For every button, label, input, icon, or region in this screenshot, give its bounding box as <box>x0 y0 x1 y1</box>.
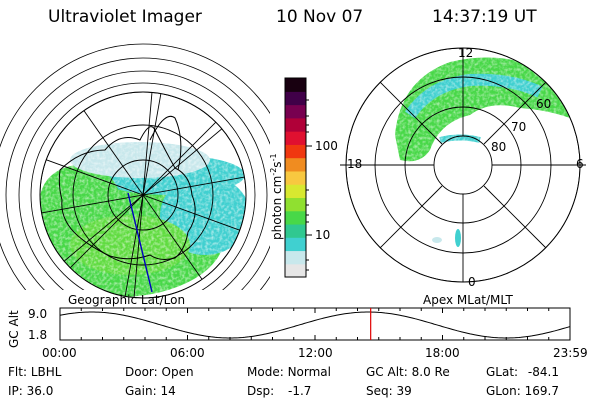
time-label: 14:37:19 UT <box>432 7 537 27</box>
altitude-tick-low: 1.8 <box>28 328 48 342</box>
altitude-axis-label: GC Alt <box>7 310 21 348</box>
time-tick-4: 23:59 <box>553 346 588 360</box>
glon-value: 169.7 <box>524 384 559 398</box>
colorbar <box>284 77 312 278</box>
ip-value: 36.0 <box>26 384 54 398</box>
time-tick-3: 18:00 <box>425 346 460 360</box>
ip-info: IP: 36.0 <box>8 384 54 398</box>
colorbar-band <box>285 131 306 145</box>
glon-info: GLon: 169.7 <box>486 384 559 398</box>
mlt-label-12: 12 <box>458 46 474 60</box>
colorbar-tick-10: 10 <box>315 228 331 242</box>
colorbar-band <box>285 263 306 278</box>
gcalt-value: 8.0 Re <box>411 365 450 379</box>
mlat-label-80: 80 <box>491 140 507 154</box>
colorbar-band <box>285 170 306 185</box>
colorbar-band <box>285 117 306 132</box>
colorbar-band <box>285 144 306 159</box>
mlt-label-0: 0 <box>468 275 476 289</box>
ground-track <box>127 192 153 293</box>
colorbar-band <box>285 210 306 225</box>
filter-info: Flt: LBHL <box>8 365 62 379</box>
mlat-label-70: 70 <box>511 120 527 134</box>
altitude-tick-high: 9.0 <box>28 307 48 321</box>
gain-info: Gain: 14 <box>125 384 176 398</box>
glat-value: -84.1 <box>527 365 559 379</box>
door-value: Open <box>161 365 194 379</box>
instrument-title: Ultraviolet Imager <box>48 7 202 27</box>
mlt-label-18: 18 <box>347 157 363 171</box>
colorbar-band <box>285 184 306 198</box>
colorbar-band <box>285 104 306 119</box>
colorbar-tick-100: 100 <box>315 139 338 153</box>
colorbar-band <box>285 223 306 238</box>
mlat-label-60: 60 <box>536 97 552 111</box>
colorbar-band <box>285 237 306 252</box>
colorbar-band <box>285 91 306 106</box>
colorbar-band <box>285 157 306 172</box>
dsp-value: -1.7 <box>287 384 312 398</box>
time-tick-2: 12:00 <box>298 346 333 360</box>
gain-value: 14 <box>160 384 176 398</box>
altitude-curve <box>59 311 571 339</box>
colorbar-band <box>285 250 306 265</box>
filter-value: LBHL <box>30 365 62 379</box>
right-panel-caption: Apex MLat/MLT <box>423 293 513 307</box>
colorbar-band <box>285 197 306 212</box>
date-label: 10 Nov 07 <box>276 7 364 27</box>
geographic-map <box>0 43 270 299</box>
mlt-label-6: 6 <box>576 157 584 171</box>
gcalt-info: GC Alt: 8.0 Re <box>366 365 450 379</box>
time-tick-1: 06:00 <box>170 346 205 360</box>
mode-value: Normal <box>287 365 331 379</box>
door-info: Door: Open <box>125 365 194 379</box>
glat-info: GLat: -84.1 <box>486 365 559 379</box>
colorbar-band <box>285 78 306 92</box>
seq-value: 39 <box>396 384 412 398</box>
dsp-info: Dsp: -1.7 <box>247 384 312 398</box>
time-tick-0: 00:00 <box>42 346 77 360</box>
seq-info: Seq: 39 <box>366 384 412 398</box>
left-panel-caption: Geographic Lat/Lon <box>68 293 186 307</box>
magnetic-map <box>340 47 586 283</box>
mode-info: Mode: Normal <box>247 365 331 379</box>
